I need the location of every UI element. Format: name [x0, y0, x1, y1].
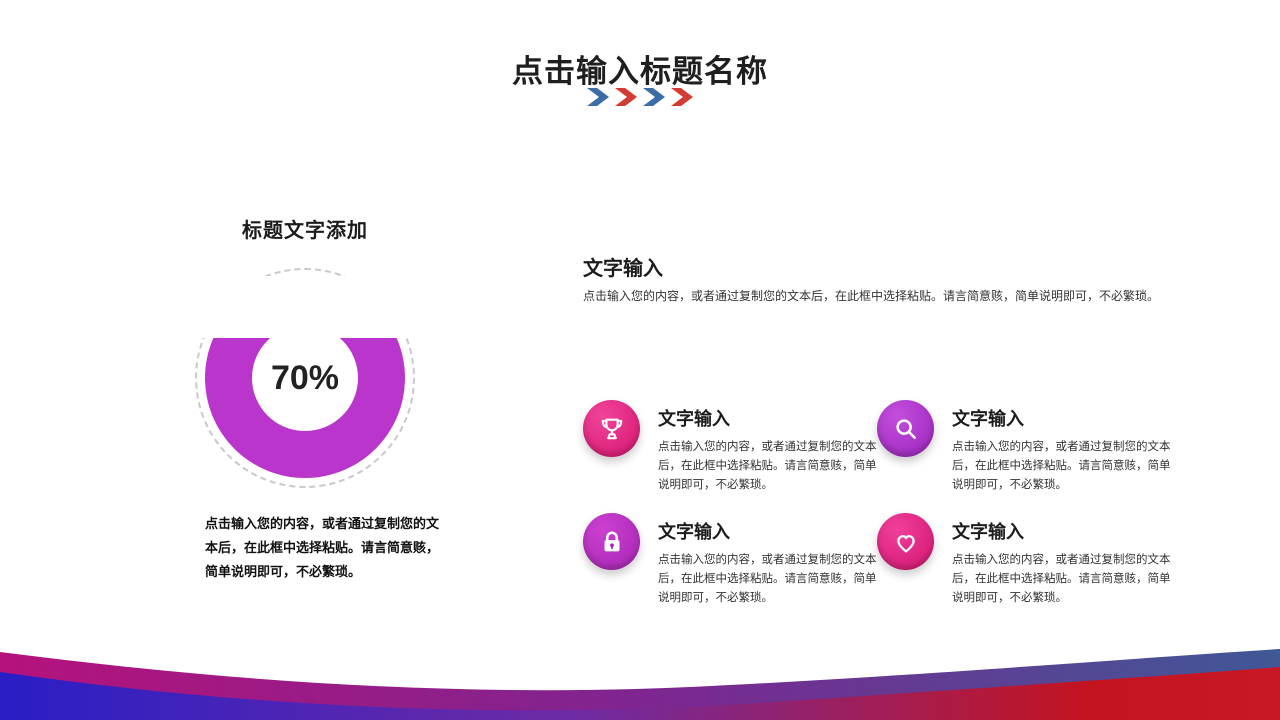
- feature-item: 文字输入 点击输入您的内容，或者通过复制您的文本后，在此框中选择粘贴。请言简意赅…: [877, 400, 1177, 510]
- title-arrow-decor: [0, 88, 1280, 106]
- item-description[interactable]: 点击输入您的内容，或者通过复制您的文本后，在此框中选择粘贴。请言简意赅，简单说明…: [952, 554, 1171, 604]
- search-icon: [877, 400, 934, 457]
- chevron-arrow-icon: [615, 88, 637, 106]
- trophy-icon: [583, 400, 640, 457]
- feature-item: 文字输入 点击输入您的内容，或者通过复制您的文本后，在此框中选择粘贴。请言简意赅…: [877, 513, 1177, 623]
- right-section-heading[interactable]: 文字输入: [583, 258, 663, 280]
- item-title[interactable]: 文字输入: [658, 522, 730, 542]
- slide-title[interactable]: 点击输入标题名称: [512, 54, 768, 89]
- chevron-arrow-icon: [643, 88, 665, 106]
- right-intro-text[interactable]: 点击输入您的内容，或者通过复制您的文本后，在此框中选择粘贴。请言简意赅，简单说明…: [583, 289, 1160, 303]
- item-title[interactable]: 文字输入: [658, 409, 730, 429]
- left-description-text[interactable]: 点击输入您的内容，或者通过复制您的文本后，在此框中选择粘贴。请言简意赅，简单说明…: [205, 516, 440, 579]
- donut-hole: [252, 325, 358, 431]
- item-title[interactable]: 文字输入: [952, 522, 1024, 542]
- lock-icon: [583, 513, 640, 570]
- footer-wave-decor: [0, 649, 1280, 720]
- item-title[interactable]: 文字输入: [952, 409, 1024, 429]
- feature-item: 文字输入 点击输入您的内容，或者通过复制您的文本后，在此框中选择粘贴。请言简意赅…: [583, 513, 883, 623]
- left-section-heading[interactable]: 标题文字添加: [242, 220, 368, 242]
- chevron-arrow-icon: [671, 88, 693, 106]
- item-description[interactable]: 点击输入您的内容，或者通过复制您的文本后，在此框中选择粘贴。请言简意赅，简单说明…: [658, 441, 877, 491]
- donut-chart: 70%: [195, 268, 415, 488]
- footer-wave-front: [0, 667, 1280, 720]
- heart-icon: [877, 513, 934, 570]
- donut-percent-label[interactable]: 70%: [270, 358, 340, 397]
- feature-item: 文字输入 点击输入您的内容，或者通过复制您的文本后，在此框中选择粘贴。请言简意赅…: [583, 400, 883, 510]
- chevron-arrow-icon: [587, 88, 609, 106]
- item-description[interactable]: 点击输入您的内容，或者通过复制您的文本后，在此框中选择粘贴。请言简意赅，简单说明…: [952, 441, 1171, 491]
- item-description[interactable]: 点击输入您的内容，或者通过复制您的文本后，在此框中选择粘贴。请言简意赅，简单说明…: [658, 554, 877, 604]
